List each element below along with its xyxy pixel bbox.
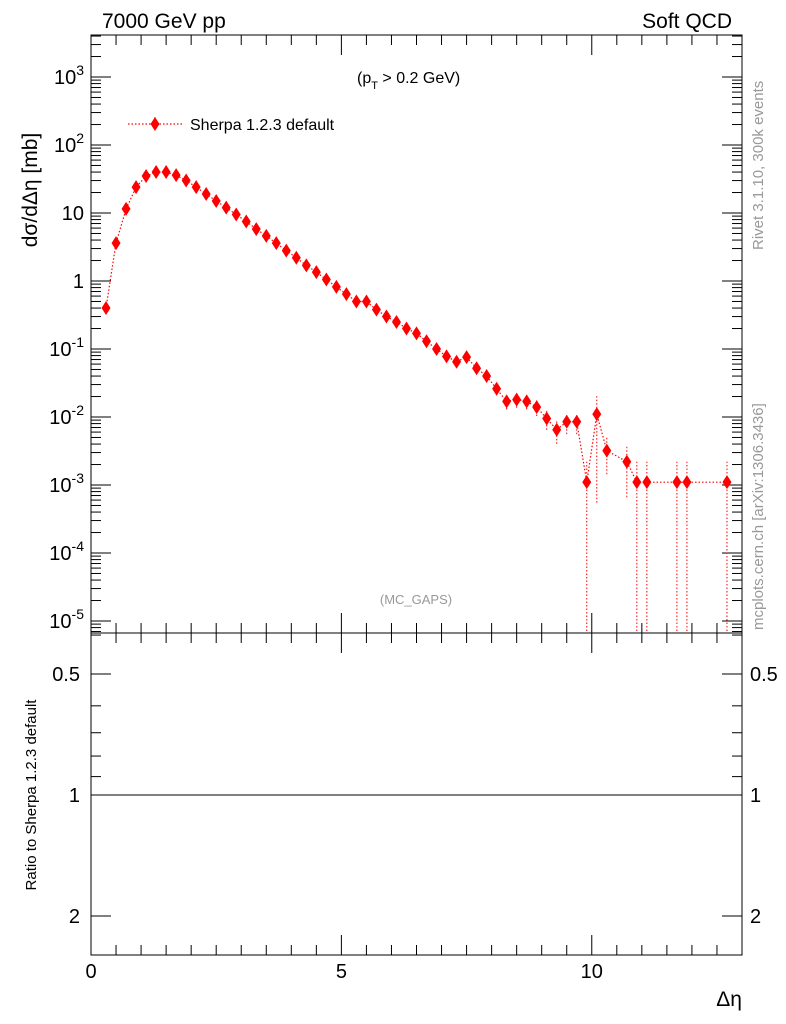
data-point xyxy=(512,392,522,407)
top-axis-ticks xyxy=(90,35,743,633)
y-tick-label: 10-2 xyxy=(49,402,84,429)
data-point xyxy=(582,475,592,490)
data-point xyxy=(281,243,291,258)
ratio-y-tick-label: 1 xyxy=(69,785,80,807)
data-point xyxy=(301,258,311,273)
ratio-panel-frame xyxy=(90,632,743,956)
x-axis-label: Δη xyxy=(716,988,742,1011)
rivet-version-label: Rivet 3.1.10, 300k events xyxy=(750,81,767,250)
bottom-axis-ticks xyxy=(90,633,743,955)
ratio-y-tick-label: 2 xyxy=(69,906,80,928)
y-tick-label: 10-1 xyxy=(49,334,84,361)
pt-cut-annotation: (pT > 0.2 GeV) xyxy=(357,70,460,92)
data-point xyxy=(161,165,171,180)
data-point xyxy=(371,302,381,317)
data-point xyxy=(111,236,121,251)
data-point xyxy=(562,414,572,429)
data-point xyxy=(361,294,371,309)
data-point xyxy=(452,354,462,369)
y-axis-label: dσ/dΔη [mb] xyxy=(19,133,42,248)
data-point xyxy=(422,334,432,349)
data-point xyxy=(311,265,321,280)
data-point xyxy=(472,361,482,376)
data-point xyxy=(622,454,632,469)
data-point xyxy=(642,475,652,490)
legend-marker xyxy=(150,117,160,131)
analysis-watermark: (MC_GAPS) xyxy=(380,592,452,607)
data-point xyxy=(672,475,682,490)
data-point xyxy=(341,287,351,302)
data-point xyxy=(592,407,602,422)
x-tick-labels: 0 5 10 xyxy=(85,961,602,983)
data-point xyxy=(171,168,181,183)
legend: Sherpa 1.2.3 default xyxy=(128,117,335,134)
data-point xyxy=(572,414,582,429)
process-title: Soft QCD xyxy=(642,10,732,33)
data-point xyxy=(321,272,331,287)
y-tick-label: 10 xyxy=(62,203,84,225)
data-point xyxy=(291,250,301,265)
data-point xyxy=(191,180,201,195)
data-point xyxy=(381,309,391,324)
y-tick-label: 102 xyxy=(54,130,84,157)
y-tick-label: 10-4 xyxy=(49,538,84,565)
data-point xyxy=(502,394,512,409)
data-point xyxy=(492,381,502,396)
x-tick-label: 5 xyxy=(336,961,347,983)
x-tick-label: 10 xyxy=(581,961,603,983)
data-point xyxy=(632,475,642,490)
data-point xyxy=(271,236,281,251)
data-point xyxy=(251,222,261,237)
legend-label: Sherpa 1.2.3 default xyxy=(190,117,335,134)
data-point xyxy=(432,342,442,356)
ratio-y-tick-label: 0.5 xyxy=(750,664,778,686)
y-tick-label: 103 xyxy=(54,62,84,89)
ratio-y-tick-label: 1 xyxy=(750,785,761,807)
data-point xyxy=(121,201,131,216)
x-tick-label: 0 xyxy=(85,961,96,983)
data-point xyxy=(331,279,341,294)
data-point xyxy=(602,443,612,458)
data-point xyxy=(462,350,472,365)
data-point xyxy=(211,194,221,209)
data-point xyxy=(482,369,492,384)
data-point xyxy=(401,321,411,336)
data-point xyxy=(151,165,161,180)
data-point xyxy=(351,294,361,309)
ratio-y-axis-label: Ratio to Sherpa 1.2.3 default xyxy=(23,699,40,891)
data-point xyxy=(241,214,251,229)
data-point xyxy=(542,411,552,426)
y-tick-label: 10-3 xyxy=(49,470,84,497)
data-point xyxy=(101,301,111,316)
data-point xyxy=(231,207,241,222)
data-point xyxy=(181,173,191,188)
data-point xyxy=(261,228,271,243)
data-point xyxy=(722,475,732,490)
data-point xyxy=(141,169,151,184)
data-point xyxy=(221,200,231,215)
collision-energy-title: 7000 GeV pp xyxy=(102,10,226,33)
series-sherpa xyxy=(101,165,732,633)
data-point xyxy=(552,422,562,437)
ratio-y-tick-labels: 0.5 0.5 1 1 2 2 xyxy=(52,664,778,928)
y-tick-label: 1 xyxy=(73,271,84,293)
mcplots-label: mcplots.cern.ch [arXiv:1306.3436] xyxy=(750,403,767,630)
data-point xyxy=(131,180,141,195)
data-point xyxy=(522,394,532,409)
data-point xyxy=(682,475,692,490)
y-tick-label: 10-5 xyxy=(49,606,84,633)
data-point xyxy=(201,187,211,202)
data-point xyxy=(532,400,542,415)
ratio-y-tick-label: 0.5 xyxy=(52,664,80,686)
ratio-y-tick-label: 2 xyxy=(750,906,761,928)
data-point xyxy=(412,326,421,341)
data-point xyxy=(442,349,452,364)
data-point xyxy=(391,314,401,329)
